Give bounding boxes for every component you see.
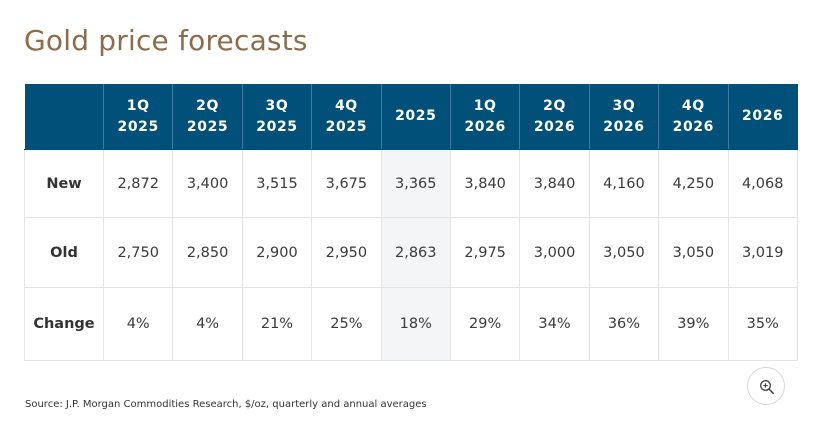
header-annual-year: 2025 [395,108,437,124]
table-cell: 21% [241,287,313,361]
table-cell: 2,950 [311,217,382,288]
table-cell: 2,750 [102,217,174,288]
table-cell: 39% [658,287,729,361]
header-cell: 4Q 2026 [658,84,729,150]
table-cell: 4% [172,287,243,361]
table-cell: 3,050 [588,217,660,288]
table-cell: 3,000 [519,217,590,288]
row-label: New [24,149,104,218]
table-cell: 2,900 [241,217,313,288]
header-year: 2026 [672,118,714,135]
table-cell: 3,019 [727,217,798,288]
header-year: 2025 [186,118,229,135]
forecast-table: 1Q 2025 2Q 2025 3Q 2025 4Q 2025 2025 1Q 2026 … [24,84,798,361]
table-cell: 4,250 [658,149,729,218]
header-cell: 4Q 2025 [311,84,382,150]
table-cell: 25% [311,287,382,361]
header-cell: 1Q 2026 [450,84,521,150]
table-cell: 3,050 [658,217,729,288]
header-cell: 2Q 2025 [172,84,243,150]
table-cell: 2,872 [102,149,174,218]
table-cell: 3,400 [172,149,243,218]
table-cell: 3,840 [519,149,590,218]
header-quarter: 3Q [612,97,636,114]
table-row-change: Change 4% 4% 21% 25% 18% 29% 34% 36% 39%… [24,287,798,361]
header-quarter: 1Q [473,97,497,114]
page-title: Gold price forecasts [24,23,308,57]
zoom-in-icon [760,380,774,394]
header-cell-empty [24,84,104,150]
header-cell: 3Q 2026 [589,84,660,150]
header-quarter: 4Q [681,97,705,114]
header-year: 2025 [117,118,159,135]
table-cell: 3,675 [311,149,382,218]
source-note: Source: J.P. Morgan Commodities Research… [25,399,427,410]
header-quarter: 3Q [265,97,289,114]
header-cell: 2Q 2026 [519,84,590,150]
table-cell: 4,160 [588,149,660,218]
header-year: 2026 [464,118,506,135]
table-cell: 2,975 [449,217,521,288]
table-cell: 34% [519,287,590,361]
row-label: Change [24,287,104,361]
table-cell: 4% [102,287,174,361]
table-row-new: New 2,872 3,400 3,515 3,675 3,365 3,840 … [24,149,798,218]
header-year: 2025 [325,118,368,135]
table-cell-annual: 18% [380,287,451,361]
header-year: 2026 [533,118,576,135]
header-year: 2026 [603,118,645,135]
table-cell: 3,515 [241,149,313,218]
header-quarter: 1Q [126,97,150,114]
header-cell-annual: 2026 [728,84,798,150]
table-cell: 29% [449,287,521,361]
zoom-button[interactable] [747,367,785,405]
header-cell-annual: 2025 [381,84,451,150]
table-cell-annual: 3,365 [380,149,451,218]
table-row-old: Old 2,750 2,850 2,900 2,950 2,863 2,975 … [24,217,798,288]
table-cell: 2,850 [172,217,243,288]
row-label: Old [24,217,104,288]
header-cell: 1Q 2025 [103,84,174,150]
table-cell: 36% [588,287,660,361]
table-cell: 4,068 [727,149,798,218]
table-cell: 35% [727,287,798,361]
header-quarter: 4Q [334,97,358,114]
header-annual-year: 2026 [742,108,784,124]
table-header-row: 1Q 2025 2Q 2025 3Q 2025 4Q 2025 2025 1Q 2026 … [24,84,798,150]
header-quarter: 2Q [196,97,219,114]
table-cell: 3,840 [449,149,521,218]
header-year: 2025 [256,118,298,135]
header-cell: 3Q 2025 [242,84,313,150]
table-cell-annual: 2,863 [380,217,451,288]
header-quarter: 2Q [543,97,566,114]
